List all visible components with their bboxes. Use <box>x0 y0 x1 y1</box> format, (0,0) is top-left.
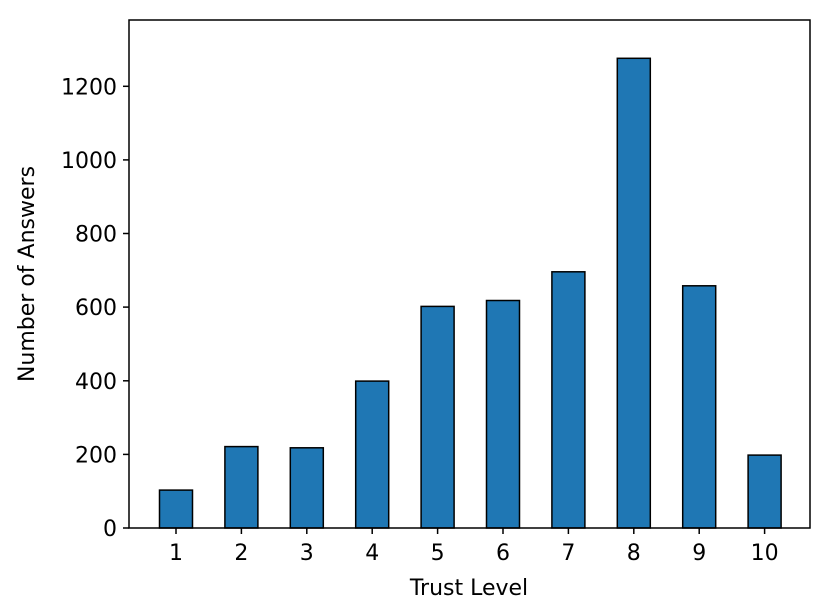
y-tick-label-1200: 1200 <box>61 75 117 100</box>
y-axis-title: Number of Answers <box>15 166 40 382</box>
x-tick-label-7: 7 <box>561 541 575 566</box>
x-tick-label-5: 5 <box>431 541 445 566</box>
x-tick-label-6: 6 <box>496 541 510 566</box>
x-axis-title: Trust Level <box>409 576 528 601</box>
bar-8 <box>616 57 652 529</box>
x-tick-label-9: 9 <box>692 541 706 566</box>
y-tick-label-800: 800 <box>75 223 117 248</box>
x-tick-label-10: 10 <box>751 541 779 566</box>
y-tick-label-200: 200 <box>75 443 117 468</box>
bar-2 <box>224 445 259 529</box>
y-axis-ticks: 0 200 400 600 800 1000 1200 <box>61 75 129 542</box>
bar-7 <box>551 271 586 529</box>
x-tick-label-8: 8 <box>627 541 641 566</box>
y-tick-label-0: 0 <box>103 517 117 542</box>
bar-4 <box>354 380 390 529</box>
y-tick-label-1000: 1000 <box>61 149 117 174</box>
plot-frame <box>128 19 811 529</box>
bar-6 <box>485 299 521 529</box>
bars-group <box>158 57 782 529</box>
x-tick-label-1: 1 <box>169 541 183 566</box>
bar-3 <box>289 447 325 529</box>
bar-1 <box>158 489 194 529</box>
bar-5 <box>420 305 455 529</box>
x-tick-label-2: 2 <box>234 541 248 566</box>
x-tick-label-3: 3 <box>300 541 314 566</box>
x-axis-ticks: 1 2 3 4 5 6 7 8 9 10 <box>169 528 779 566</box>
x-tick-label-4: 4 <box>365 541 379 566</box>
y-tick-label-400: 400 <box>75 370 117 395</box>
bar-9 <box>681 285 717 529</box>
y-tick-label-600: 600 <box>75 296 117 321</box>
bar-10 <box>747 454 782 529</box>
